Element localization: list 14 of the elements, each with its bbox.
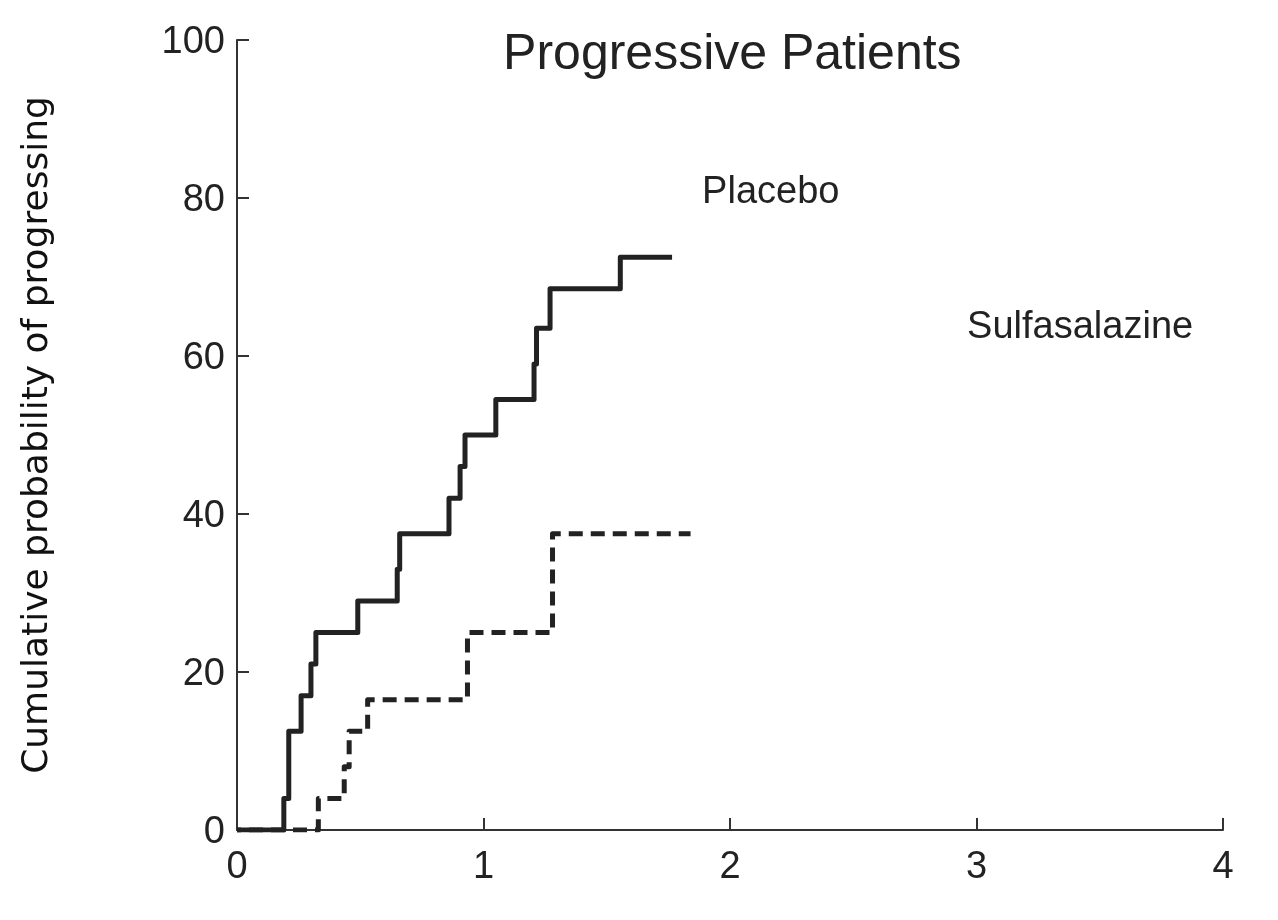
y-tick-label: 20 <box>182 651 225 693</box>
y-tick-label: 60 <box>182 335 225 377</box>
y-tick-label: 100 <box>161 19 225 61</box>
x-tick-label: 3 <box>965 844 988 886</box>
chart-title: Progressive Patients <box>503 24 962 80</box>
y-tick-label: 40 <box>182 493 225 535</box>
x-tick-label: 2 <box>719 844 741 886</box>
x-tick-label: 4 <box>1212 844 1234 886</box>
x-tick-label: 1 <box>472 844 495 886</box>
y-tick-label: 0 <box>203 809 225 851</box>
text: Sulfasalazine <box>967 304 1194 347</box>
series-label: Placebo <box>702 168 840 211</box>
y-tick-label: 80 <box>182 177 225 219</box>
y-axis-title: Cumulative probability of progressing <box>13 96 55 774</box>
